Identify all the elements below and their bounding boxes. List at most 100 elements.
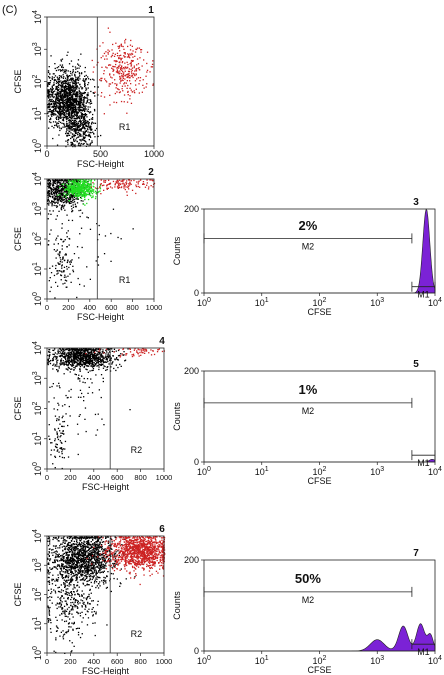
scatter-point bbox=[90, 100, 92, 103]
scatter-point bbox=[51, 359, 53, 362]
scatter-point bbox=[105, 80, 107, 82]
scatter-point bbox=[65, 72, 67, 74]
scatter-point bbox=[80, 135, 82, 137]
scatter-point bbox=[49, 98, 51, 100]
scatter-point bbox=[67, 348, 70, 350]
scatter-point bbox=[91, 349, 93, 351]
scatter-point bbox=[71, 219, 74, 222]
scatter-point bbox=[66, 132, 69, 134]
scatter-point bbox=[81, 113, 83, 115]
scatter-point bbox=[74, 130, 77, 132]
scatter-point bbox=[59, 109, 61, 111]
y-axis-label: Counts bbox=[172, 236, 182, 265]
scatter-point bbox=[57, 96, 59, 98]
scatter-point bbox=[98, 224, 100, 227]
scatter-point bbox=[75, 78, 77, 81]
scatter-point bbox=[101, 359, 103, 361]
scatter-point bbox=[62, 195, 65, 197]
scatter-point bbox=[55, 201, 57, 203]
scatter-point bbox=[61, 245, 63, 247]
scatter-point bbox=[56, 187, 58, 189]
scatter-point bbox=[100, 361, 102, 363]
scatter-point bbox=[80, 117, 83, 119]
scatter-point bbox=[82, 122, 84, 124]
scatter-point bbox=[56, 98, 59, 100]
scatter-point bbox=[49, 233, 51, 235]
scatter-point bbox=[81, 392, 83, 395]
y-tick-label: 200 bbox=[184, 366, 199, 376]
scatter-point bbox=[73, 183, 75, 185]
scatter-point bbox=[78, 352, 80, 354]
scatter-point bbox=[65, 84, 67, 86]
scatter-point bbox=[54, 545, 56, 547]
scatter-point bbox=[79, 283, 81, 286]
scatter-point bbox=[62, 86, 64, 88]
scatter-point bbox=[80, 139, 82, 141]
scatter-point bbox=[85, 87, 87, 89]
scatter-point bbox=[88, 357, 90, 359]
scatter-point bbox=[62, 540, 64, 542]
scatter-point bbox=[139, 186, 141, 188]
scatter-point bbox=[130, 71, 133, 73]
scatter-point bbox=[68, 122, 70, 124]
scatter-point bbox=[68, 367, 70, 369]
scatter-point bbox=[58, 416, 60, 418]
scatter-point bbox=[48, 75, 50, 78]
scatter-point bbox=[104, 58, 106, 60]
scatter-point bbox=[63, 567, 65, 570]
scatter-point bbox=[93, 353, 96, 355]
scatter-point bbox=[52, 73, 54, 75]
scatter-point bbox=[60, 238, 63, 241]
scatter-point bbox=[150, 185, 152, 187]
scatter-point bbox=[83, 119, 85, 121]
scatter-point bbox=[66, 364, 68, 366]
scatter-point bbox=[63, 373, 65, 375]
scatter-point bbox=[73, 181, 75, 183]
scatter-point bbox=[60, 555, 62, 557]
scatter-point bbox=[115, 350, 117, 352]
scatter-point bbox=[68, 100, 70, 102]
scatter-point bbox=[47, 540, 49, 542]
scatter-point bbox=[58, 367, 60, 369]
scatter-point bbox=[89, 362, 91, 364]
scatter-point bbox=[139, 57, 141, 59]
scatter-point bbox=[64, 197, 67, 199]
scatter-point bbox=[83, 285, 85, 287]
scatter-point bbox=[127, 94, 129, 96]
scatter-point bbox=[61, 205, 63, 207]
scatter-point bbox=[113, 351, 115, 353]
scatter-point bbox=[59, 191, 61, 193]
scatter-point bbox=[78, 356, 80, 359]
scatter-point bbox=[66, 368, 68, 370]
scatter-point bbox=[52, 88, 54, 90]
scatter-point bbox=[61, 112, 63, 115]
scatter-point bbox=[64, 361, 66, 363]
scatter-point bbox=[53, 106, 55, 108]
scatter-point bbox=[59, 350, 61, 353]
scatter-point bbox=[89, 348, 91, 351]
scatter-point bbox=[50, 272, 53, 274]
scatter-point bbox=[72, 182, 74, 184]
x-tick-label: 104 bbox=[428, 297, 442, 308]
scatter-point bbox=[87, 180, 89, 183]
scatter-point bbox=[72, 353, 74, 356]
scatter-point bbox=[95, 556, 97, 558]
scatter-point bbox=[60, 190, 62, 192]
scatter-point bbox=[85, 362, 88, 364]
scatter-point bbox=[156, 351, 159, 353]
scatter-point bbox=[55, 96, 58, 98]
scatter-point bbox=[74, 192, 76, 194]
scatter-point bbox=[53, 114, 55, 116]
scatter-point bbox=[76, 67, 78, 69]
scatter-point bbox=[121, 88, 123, 90]
scatter-point bbox=[65, 132, 67, 135]
scatter-point bbox=[92, 190, 94, 192]
scatter-point bbox=[61, 575, 63, 577]
scatter-point bbox=[113, 55, 116, 57]
scatter-point bbox=[49, 184, 51, 187]
scatter-point bbox=[51, 190, 53, 192]
scatter-point bbox=[75, 85, 77, 87]
scatter-point bbox=[95, 190, 97, 192]
